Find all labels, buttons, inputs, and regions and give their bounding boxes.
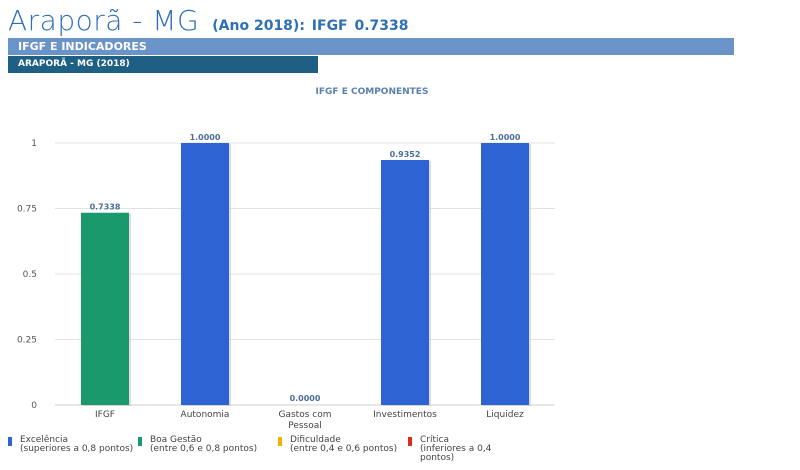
x-tick-label-line: Gastos com [279,410,332,420]
legend: Excelência (superiores a 0,8 pontos) Boa G… [8,436,798,468]
x-tick-label-line: Investimentos [373,410,437,420]
data-label: 0.0000 [290,394,321,403]
legend-detail: (entre 0,4 e 0,6 pontos) [290,444,398,454]
page-header: Araporã - MG (Ano 2018): IFGF 0.7338 [8,4,411,37]
y-tick-label: 0 [31,401,37,411]
section-title-band: IFGF E INDICADORES [8,38,734,55]
legend-label: Crítica [420,435,449,445]
x-tick-label-line: Liquidez [486,410,524,420]
year-label: (Ano 2018): [212,18,305,34]
legend-item: Boa Gestão (entre 0,6 e 0,8 pontos) [138,436,257,454]
data-label: 0.9352 [390,150,421,159]
x-tick-label: Investimentos [373,410,437,420]
x-tick-label: Autonomia [181,410,230,420]
y-tick-label: 0.75 [17,205,37,215]
chart-title: IFGF E COMPONENTES [316,87,429,97]
legend-text: Crítica (inferiores a 0,4 pontos) [420,436,491,463]
y-tick-label: 0.5 [23,270,37,280]
x-tick-label: Gastos com Pessoal [279,410,332,430]
x-tick-label: Liquidez [486,410,524,420]
legend-swatch [8,437,12,446]
bar [181,143,229,405]
legend-label: Dificuldade [290,435,341,445]
legend-label: Excelência [20,435,69,445]
legend-detail: (superiores a 0,8 pontos) [20,444,134,454]
y-tick-label: 1 [31,139,37,149]
x-tick-label-line: IFGF [95,410,115,420]
data-label: 0.7338 [90,203,121,212]
legend-item: Excelência (superiores a 0,8 pontos) [8,436,133,454]
bar [481,143,529,405]
x-tick-label-line: Autonomia [181,410,230,420]
data-label: 1.0000 [190,133,221,142]
x-tick-label: IFGF [95,410,115,420]
legend-text: Boa Gestão (entre 0,6 e 0,8 pontos) [150,436,257,454]
chart-container: IFGF E COMPONENTES 0 0.25 0.5 0.75 1 0.7338 IFG… [0,80,800,431]
legend-text: Dificuldade (entre 0,4 e 0,6 pontos) [290,436,397,454]
section-subtitle-band: ARAPORÃ - MG (2018) [8,56,318,73]
legend-item: Crítica (inferiores a 0,4 pontos) [408,436,491,463]
legend-detail: (inferiores a 0,4 [420,444,492,454]
x-tick-label-line: Pessoal [288,421,322,430]
legend-detail: pontos) [420,453,455,463]
legend-text: Excelência (superiores a 0,8 pontos) [20,436,133,454]
bar-chart: IFGF E COMPONENTES 0 0.25 0.5 0.75 1 0.7338 IFG… [17,87,555,431]
legend-swatch [278,437,282,446]
year-info: (Ano 2018): IFGF 0.7338 [212,18,410,34]
legend-detail: (entre 0,6 e 0,8 pontos) [150,444,258,454]
city-title: Araporã - MG [8,4,200,37]
legend-item: Dificuldade (entre 0,4 e 0,6 pontos) [278,436,397,454]
legend-swatch [408,437,412,446]
legend-swatch [138,437,142,446]
index-label: IFGF [311,18,348,34]
y-tick-label: 0.25 [17,336,37,346]
index-value: 0.7338 [354,18,409,34]
bar [381,159,429,405]
data-label: 1.0000 [490,133,521,142]
legend-label: Boa Gestão [150,435,202,445]
bar [81,212,129,405]
